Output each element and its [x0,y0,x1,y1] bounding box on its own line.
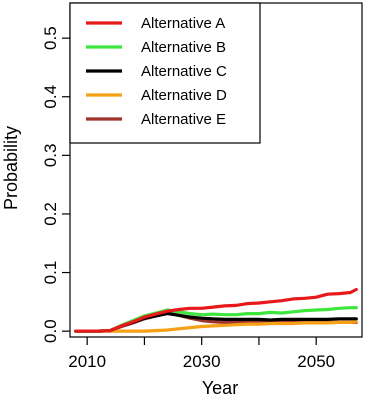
legend-label: Alternative B [141,39,226,56]
legend: Alternative A Alternative B Alternative C A… [69,2,261,144]
y-tick-label: 0.2 [41,202,60,226]
y-tick-label: 0.3 [41,144,60,168]
legend-label: Alternative E [141,111,226,128]
legend-label: Alternative A [141,15,225,32]
y-axis-title: Probability [1,126,21,210]
legend-label: Alternative C [141,63,227,80]
x-tick-label: 2010 [68,352,106,371]
y-axis: 0.0 0.1 0.2 0.3 0.4 0.5 [41,26,70,343]
y-tick-label: 0.1 [41,261,60,285]
x-tick-label: 2030 [183,352,221,371]
x-axis: 2010 2030 2050 [68,337,335,371]
series-lines [74,287,358,333]
y-tick-label: 0.5 [41,26,60,50]
y-tick-label: 0.4 [41,85,60,109]
x-axis-title: Year [202,378,238,398]
x-tick-label: 2050 [297,352,335,371]
series-line-alternative-d [74,320,358,333]
series-line-alternative-a [74,287,358,333]
y-tick-label: 0.0 [41,319,60,343]
legend-label: Alternative D [141,87,227,104]
